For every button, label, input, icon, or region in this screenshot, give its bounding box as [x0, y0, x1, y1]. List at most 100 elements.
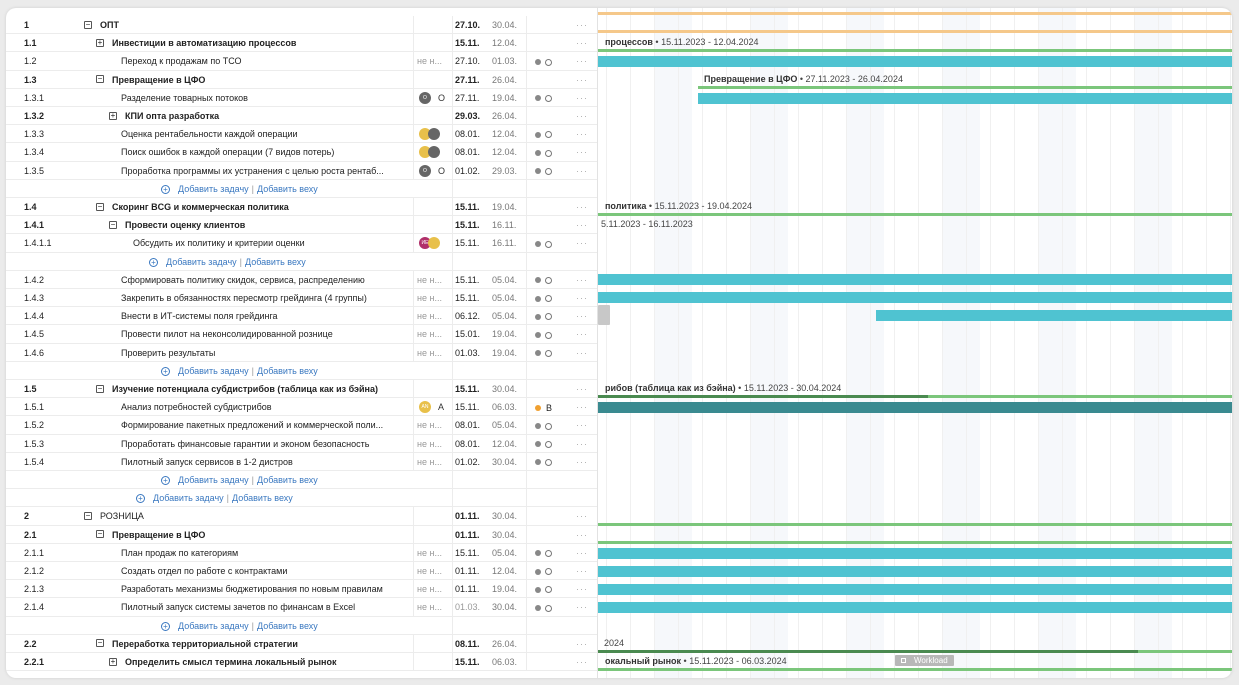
more-options-icon[interactable]: ···: [576, 293, 588, 303]
resource-cell[interactable]: [413, 70, 452, 89]
more-options-icon[interactable]: ···: [576, 347, 588, 358]
summary-bar[interactable]: [598, 668, 1232, 672]
task-title-cell[interactable]: Обсудить их политику и критерии оценки: [133, 234, 411, 252]
task-bar[interactable]: [598, 292, 1232, 303]
resource-cell[interactable]: AN А: [413, 398, 452, 417]
status-circle-icon[interactable]: [545, 295, 552, 303]
table-row[interactable]: 1.4.2 Сформировать политику скидок, серви…: [6, 270, 597, 289]
more-options-icon[interactable]: ···: [576, 220, 588, 231]
table-row[interactable]: 1.4.3 Закрепить в обязанностях пересмотр …: [6, 289, 597, 308]
workload-button[interactable]: Workload: [895, 655, 954, 666]
task-bar[interactable]: [876, 310, 1232, 322]
resource-cell[interactable]: ИЕ: [413, 234, 452, 253]
add-row[interactable]: + Добавить задачу | Добавить веху: [6, 471, 597, 490]
priority-dot-icon[interactable]: [535, 95, 541, 102]
status-circle-icon[interactable]: [545, 58, 552, 66]
table-row[interactable]: 1.3 − Превращение в ЦФО 27.11. 26.04. ···: [6, 70, 597, 89]
resource-cell[interactable]: не н...: [413, 52, 452, 71]
status-cell[interactable]: B: [526, 398, 571, 417]
table-row[interactable]: 1.3.2 + КПИ опта разработка 29.03. 26.04. ···: [6, 107, 597, 126]
add-task-link[interactable]: Добавить задачу: [153, 493, 224, 504]
status-cell[interactable]: [526, 525, 571, 544]
table-row[interactable]: 2.1.3 Разработать механизмы бюджетировани…: [6, 580, 597, 599]
resource-cell[interactable]: [413, 634, 452, 653]
resource-cell[interactable]: [413, 653, 452, 672]
add-task-link[interactable]: Добавить задачу: [178, 475, 249, 485]
table-row[interactable]: 1.2 Переход к продажам по ТСО не н... 27.10…: [6, 52, 597, 71]
more-options-icon[interactable]: ···: [576, 566, 588, 576]
status-circle-icon[interactable]: [545, 331, 552, 339]
resource-cell[interactable]: не н...: [413, 452, 452, 471]
summary-bar[interactable]: [598, 30, 1232, 33]
priority-dot-icon[interactable]: [535, 404, 541, 411]
more-options-icon[interactable]: ···: [576, 511, 588, 522]
task-title-cell[interactable]: Проработать финансовые гарантии и эконом…: [121, 435, 411, 453]
resource-cell[interactable]: не н...: [413, 325, 452, 344]
priority-dot-icon[interactable]: [535, 350, 541, 357]
add-actions[interactable]: + Добавить задачу | Добавить веху: [136, 489, 293, 507]
summary-bar[interactable]: [598, 49, 1232, 53]
add-row[interactable]: + Добавить задачу | Добавить веху: [6, 616, 597, 635]
status-circle-icon[interactable]: [545, 440, 552, 448]
summary-bar[interactable]: [698, 85, 1232, 89]
table-row[interactable]: 1.4.1 − Провести оценку клиентов 15.11. 16.1…: [6, 216, 597, 235]
table-row[interactable]: 1.4.6 Проверить результаты не н... 01.03. 19…: [6, 343, 597, 362]
task-title-cell[interactable]: − Скоринг BCG и коммерческая политика: [96, 198, 411, 216]
more-options-icon[interactable]: ···: [576, 74, 588, 85]
status-cell[interactable]: [526, 107, 571, 126]
task-title-cell[interactable]: Закрепить в обязанностях пересмотр грейд…: [121, 289, 411, 307]
resource-cell[interactable]: не н...: [413, 307, 452, 326]
status-cell[interactable]: [526, 125, 571, 144]
status-circle-icon[interactable]: [545, 586, 552, 594]
resource-cell[interactable]: не н...: [413, 343, 452, 362]
task-title-cell[interactable]: − Переработка территориальной стратегии: [96, 635, 411, 653]
task-title-cell[interactable]: Формирование пакетных предложений и комм…: [121, 416, 411, 434]
task-title-cell[interactable]: − Превращение в ЦФО: [96, 526, 411, 544]
collapse-icon[interactable]: −: [84, 19, 92, 29]
table-row[interactable]: 1.5.1 Анализ потребностей субдистрибов AN А…: [6, 398, 597, 417]
resource-cell[interactable]: [413, 507, 452, 526]
priority-dot-icon[interactable]: [535, 313, 541, 320]
more-options-icon[interactable]: ···: [576, 584, 588, 595]
resource-cell[interactable]: не н...: [413, 270, 452, 289]
resource-cell[interactable]: [413, 216, 452, 235]
more-options-icon[interactable]: ···: [576, 38, 588, 49]
table-row[interactable]: 1.3.3 Оценка рентабельности каждой операц…: [6, 125, 597, 144]
table-row[interactable]: 2.1.1 План продаж по категориям не н... 15.…: [6, 543, 597, 562]
add-milestone-link[interactable]: Добавить веху: [245, 256, 306, 267]
add-icon[interactable]: +: [136, 494, 145, 504]
collapse-icon[interactable]: −: [96, 74, 104, 84]
task-title-cell[interactable]: Поиск ошибок в каждой операции (7 видов …: [121, 143, 411, 161]
priority-dot-icon[interactable]: [535, 605, 541, 612]
resource-cell[interactable]: не н...: [413, 289, 452, 308]
more-options-icon[interactable]: ···: [576, 657, 588, 667]
collapse-icon[interactable]: −: [84, 511, 92, 521]
status-cell[interactable]: [526, 198, 571, 217]
task-bar[interactable]: [598, 402, 1232, 414]
status-circle-icon[interactable]: [545, 568, 552, 576]
table-row[interactable]: 1.3.1 Разделение товарных потоков О О 27.11.…: [6, 88, 597, 107]
collapse-icon[interactable]: −: [96, 529, 104, 539]
task-bar[interactable]: [598, 566, 1232, 577]
task-title-cell[interactable]: − Провести оценку клиентов: [109, 216, 411, 234]
task-bar[interactable]: [598, 584, 1232, 596]
table-row[interactable]: 1.5.3 Проработать финансовые гарантии и э…: [6, 434, 597, 453]
more-options-icon[interactable]: ···: [576, 438, 588, 449]
add-actions[interactable]: + Добавить задачу | Добавить веху: [161, 617, 318, 635]
resource-cell[interactable]: [413, 34, 452, 53]
status-cell[interactable]: [526, 562, 571, 581]
table-row[interactable]: 2.1.4 Пилотный запуск системы зачетов по …: [6, 598, 597, 617]
task-title-cell[interactable]: Разработать механизмы бюджетирования по …: [121, 580, 411, 598]
resource-cell[interactable]: [413, 125, 452, 144]
priority-dot-icon[interactable]: [535, 131, 541, 138]
task-title-cell[interactable]: + Инвестиции в автоматизацию процессов: [96, 34, 411, 52]
task-title-cell[interactable]: Проверить результаты: [121, 344, 411, 362]
table-row[interactable]: 1.4.1.1 Обсудить их политику и критерии о…: [6, 234, 597, 253]
more-options-icon[interactable]: ···: [576, 420, 588, 431]
resource-cell[interactable]: [413, 107, 452, 126]
task-title-cell[interactable]: + Определить смысл термина локальный рыно…: [109, 653, 411, 671]
task-title-cell[interactable]: + КПИ опта разработка: [109, 107, 411, 125]
status-cell[interactable]: [526, 143, 571, 162]
table-row[interactable]: 2.2 − Переработка территориальной стратеги…: [6, 634, 597, 653]
add-icon[interactable]: +: [161, 621, 170, 631]
